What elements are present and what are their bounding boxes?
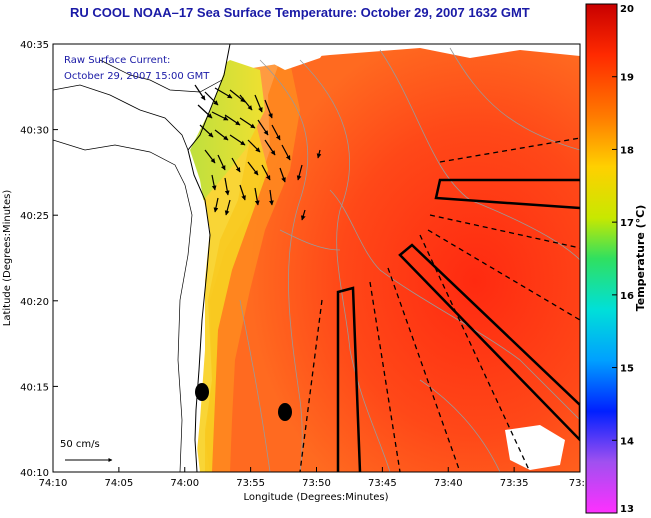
land-white-patch <box>505 425 565 470</box>
y-tick-label: 40:15 <box>20 382 49 393</box>
land-white-patch-2 <box>265 44 330 70</box>
colorbar-tick-label: 17 <box>620 218 634 229</box>
map-plot <box>53 44 580 472</box>
current-label-line1: Raw Surface Current: <box>64 55 170 66</box>
y-tick-label: 40:35 <box>20 40 49 51</box>
river <box>99 59 223 93</box>
colorbar <box>585 3 618 514</box>
radar-site-marker <box>195 383 209 401</box>
y-tick-label: 40:30 <box>20 126 49 137</box>
survey-boxes <box>336 178 580 472</box>
coastline <box>187 44 231 472</box>
x-tick-label: 73:40 <box>434 478 463 489</box>
colorbar-tick-label: 16 <box>620 291 634 302</box>
map-title: RU COOL NOAA–17 Sea Surface Temperature:… <box>70 5 530 20</box>
y-tick-label: 40:20 <box>20 297 49 308</box>
radar-site-marker-2 <box>278 403 292 421</box>
x-tick-label: 73:35 <box>500 478 529 489</box>
sst-orange-band <box>205 62 300 472</box>
coastline-inner <box>53 84 189 151</box>
scale-label: 50 cm/s <box>60 439 100 450</box>
x-tick-label: 73:3 <box>569 478 591 489</box>
survey-dashed-lines <box>299 137 580 472</box>
colorbar-tick-label: 13 <box>620 504 634 515</box>
colorbar-tick-label: 15 <box>620 364 634 375</box>
colorbar-tick-label: 19 <box>620 73 634 84</box>
current-label-line2: October 29, 2007 15:00 GMT <box>64 71 210 82</box>
x-tick-label: 73:55 <box>236 478 265 489</box>
x-tick-label: 74:00 <box>170 478 199 489</box>
colorbar-ticks: 20 19 18 17 16 15 14 13 <box>612 3 634 515</box>
colorbar-label: Temperature (°C) <box>634 205 647 312</box>
y-axis-label: Latitude (Degrees:Minutes) <box>2 190 13 327</box>
x-tick-label: 74:10 <box>39 478 68 489</box>
x-tick-label: 73:45 <box>368 478 397 489</box>
current-vectors <box>194 84 322 221</box>
colorbar-tick-label: 14 <box>620 436 634 447</box>
colorbar-tick-label: 18 <box>620 145 634 156</box>
sst-yellow-strip <box>195 120 268 472</box>
y-axis-ticks: 40:35 40:30 40:25 40:20 40:15 40:10 <box>20 40 58 479</box>
x-axis-label: Longitude (Degrees:Minutes) <box>243 492 388 503</box>
land-new-jersey <box>53 44 230 472</box>
x-axis-ticks: 74:10 74:05 74:00 73:55 73:50 73:45 73:40 73:35… <box>39 467 591 489</box>
colorbar-tick-label: 20 <box>620 4 634 15</box>
x-tick-label: 74:05 <box>104 478 133 489</box>
coastline-inner-2 <box>53 139 193 472</box>
y-tick-label: 40:25 <box>20 211 49 222</box>
x-tick-label: 73:50 <box>302 478 331 489</box>
y-tick-label: 40:10 <box>20 468 49 479</box>
